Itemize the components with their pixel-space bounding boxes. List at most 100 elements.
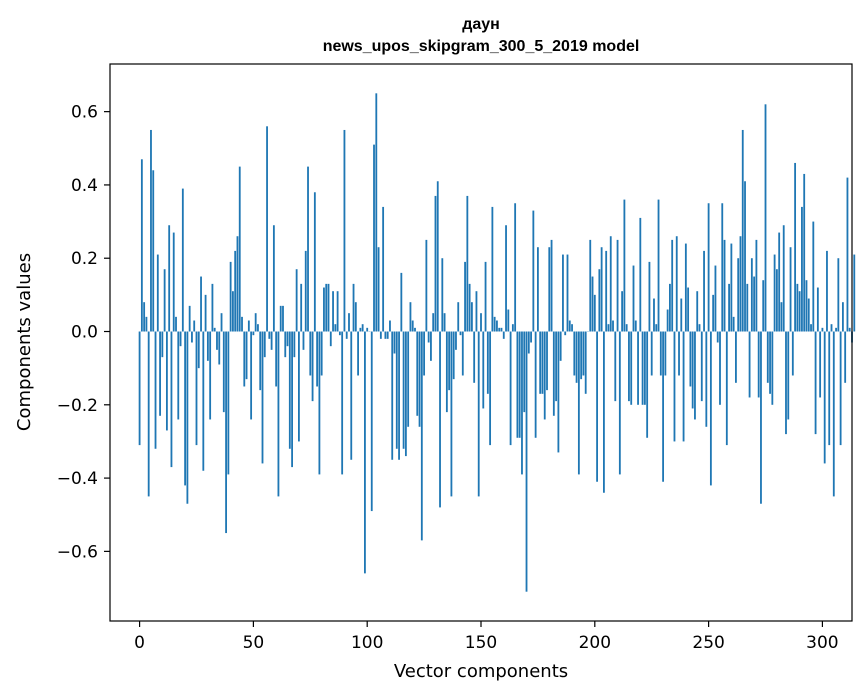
bar-117 [404,331,407,457]
bar-232 [666,309,669,332]
bar-93 [350,331,353,460]
bar-177 [541,331,544,394]
bar-212 [621,291,624,332]
bar-222 [643,331,646,405]
bar-152 [484,261,487,332]
bar-242 [689,331,692,387]
bar-265 [741,129,744,332]
bar-44 [238,166,241,332]
bar-23 [191,331,193,343]
bar-53 [259,331,262,391]
bar-201 [596,331,598,482]
bar-202 [598,269,601,332]
bar-92 [348,313,350,332]
bar-5 [150,129,152,332]
bar-213 [623,199,626,332]
bar-32 [211,283,214,332]
bar-95 [354,302,357,332]
bar-190 [571,324,573,332]
bar-306 [835,327,837,332]
bar-280 [775,269,778,332]
bar-210 [616,239,619,332]
bar-141 [459,331,462,336]
bar-76 [311,331,314,402]
bar-287 [791,331,794,376]
bar-150 [480,313,482,332]
bar-146 [470,302,473,332]
bar-107 [382,206,385,332]
bar-94 [352,283,355,332]
bar-293 [805,280,808,332]
bar-43 [236,236,239,332]
bar-261 [732,316,735,332]
bar-218 [634,320,637,332]
bar-40 [229,261,232,332]
bar-42 [234,250,237,332]
bar-161 [505,225,507,332]
bar-25 [195,331,198,446]
bar-33 [213,327,216,332]
bar-304 [830,324,833,332]
bar-158 [498,327,501,332]
bar-0 [138,331,141,446]
bar-126 [425,239,428,332]
bar-147 [473,331,476,383]
bar-234 [671,239,674,332]
bar-66 [288,331,291,449]
bar-302 [826,250,828,332]
bar-86 [334,324,337,332]
bar-63 [282,305,284,332]
bar-124 [420,331,423,541]
bar-90 [343,129,346,332]
bar-114 [398,331,400,460]
bar-99 [364,331,366,574]
bar-118 [407,331,410,427]
bar-55 [263,331,266,358]
bar-292 [803,173,806,332]
bar-96 [357,331,359,376]
bar-291 [801,206,803,332]
bar-112 [393,331,396,354]
bar-229 [659,331,662,376]
y-tick-label: 0.4 [71,176,98,196]
x-tick-label: 250 [692,633,724,653]
bar-258 [725,331,728,446]
bar-163 [509,331,512,446]
bar-268 [748,331,751,398]
bar-176 [539,331,542,394]
bar-61 [277,331,280,497]
bar-45 [241,316,243,332]
bar-128 [430,331,432,361]
bar-145 [468,283,471,332]
bar-121 [414,327,416,332]
bar-184 [557,331,560,453]
bar-266 [744,181,746,332]
bar-251 [709,331,712,486]
bar-169 [523,331,526,413]
bar-221 [641,331,644,405]
bar-41 [232,291,234,332]
bar-312 [848,327,851,332]
bar-75 [309,331,312,376]
bar-143 [464,261,466,332]
bar-305 [832,331,835,497]
y-tick-label: 0.6 [71,103,98,123]
bar-153 [486,331,489,394]
bar-88 [338,331,341,336]
bar-18 [179,331,182,347]
bar-288 [794,162,797,332]
bar-142 [461,331,464,376]
bar-122 [416,331,419,416]
bar-7 [154,331,157,449]
bar-119 [409,302,412,332]
bar-130 [434,195,437,332]
bar-135 [445,331,448,413]
bar-105 [377,247,380,332]
bar-34 [216,331,218,350]
bar-14 [170,331,173,468]
bar-38 [225,331,227,534]
bar-17 [177,331,180,420]
bar-193 [577,331,580,475]
bar-79 [318,331,321,475]
